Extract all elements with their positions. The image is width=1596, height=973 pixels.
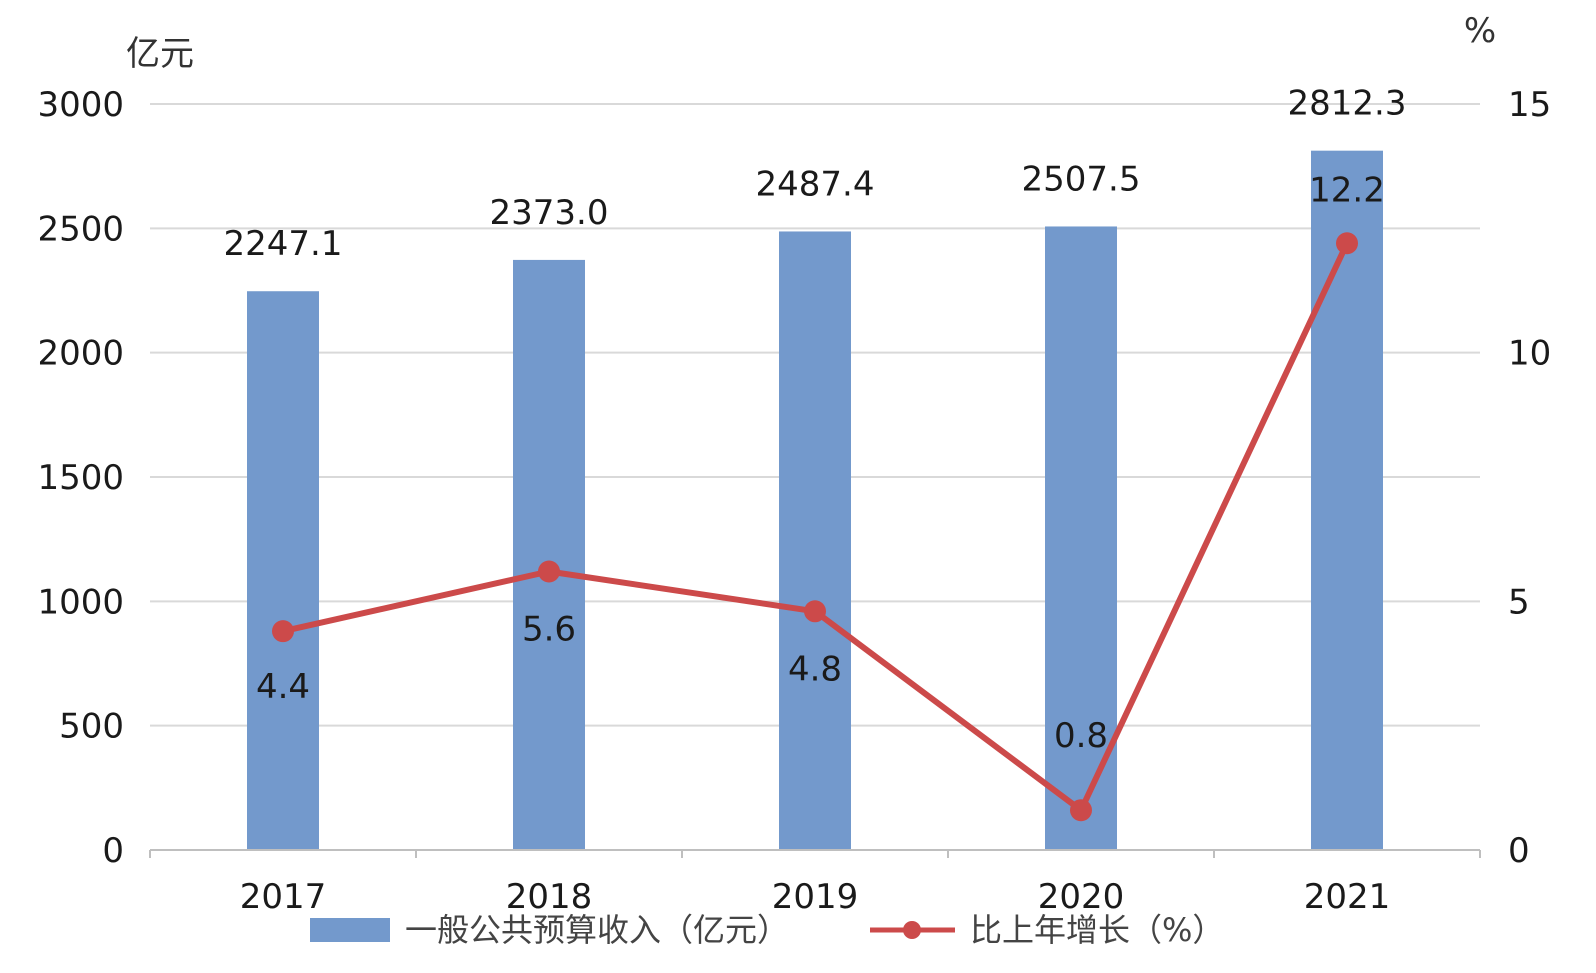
bar	[513, 259, 585, 850]
axes: 0 500 1000 1500 2000 2500 3000 0 5 10 15 2017 2018 20…	[37, 85, 1551, 917]
bar-value-label: 2507.5	[1022, 159, 1141, 199]
bar-value-label: 2373.0	[490, 193, 609, 233]
x-axis-category-label: 2018	[506, 877, 593, 917]
left-axis-tick-label: 0	[102, 831, 124, 871]
x-axis-category-label: 2017	[240, 877, 327, 917]
growth-value-label: 12.2	[1309, 170, 1385, 210]
right-axis-tick-label: 0	[1508, 831, 1530, 871]
legend: 一般公共预算收入（亿元） 比上年增长（%）	[310, 911, 1224, 949]
growth-point	[804, 600, 826, 623]
right-axis-tick-label: 5	[1508, 582, 1530, 622]
left-axis-tick-label: 500	[59, 707, 124, 747]
left-axis-tick-label: 2000	[37, 334, 124, 374]
line-series	[272, 232, 1358, 822]
growth-value-label: 5.6	[522, 609, 576, 649]
bar-value-label: 2487.4	[756, 164, 875, 204]
left-axis-tick-label: 1500	[37, 458, 124, 498]
bar-series	[247, 150, 1383, 851]
bar-value-label: 2247.1	[224, 224, 343, 264]
left-axis-tick-label: 3000	[37, 85, 124, 125]
left-axis-unit: 亿元	[126, 34, 194, 74]
bar	[1311, 150, 1383, 850]
growth-value-label: 4.8	[788, 649, 842, 689]
left-axis-tick-label: 2500	[37, 209, 124, 249]
bar	[1045, 226, 1117, 851]
legend-bar-swatch	[310, 918, 390, 942]
legend-bar-label: 一般公共预算收入（亿元）	[405, 911, 789, 949]
left-axis-tick-label: 1000	[37, 582, 124, 622]
legend-line-marker	[903, 921, 921, 939]
x-axis-category-label: 2020	[1038, 877, 1125, 917]
bar	[247, 291, 319, 850]
right-axis-tick-label: 10	[1508, 334, 1551, 374]
right-axis-unit: %	[1464, 11, 1496, 51]
bar	[779, 231, 851, 850]
growth-point	[272, 620, 294, 643]
growth-point	[538, 560, 560, 583]
data-labels: 2247.1 2373.0 2487.4 2507.5 2812.3 4.4 5.6 4.8 0…	[224, 84, 1407, 757]
x-axis-category-label: 2019	[772, 877, 859, 917]
growth-point	[1070, 799, 1092, 822]
bar-value-label: 2812.3	[1288, 84, 1407, 124]
right-axis-tick-label: 15	[1508, 85, 1551, 125]
legend-line-label: 比上年增长（%）	[970, 911, 1224, 949]
x-axis-category-label: 2021	[1304, 877, 1391, 917]
growth-point	[1336, 232, 1358, 255]
growth-value-label: 0.8	[1054, 716, 1108, 756]
growth-value-label: 4.4	[256, 667, 310, 707]
